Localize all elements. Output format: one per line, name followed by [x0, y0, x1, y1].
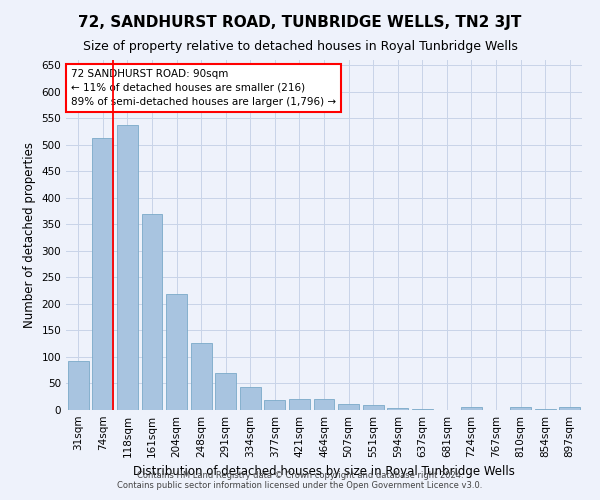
- Bar: [461, 407, 482, 410]
- Bar: [92, 138, 113, 410]
- Bar: [142, 214, 163, 410]
- Bar: [191, 343, 212, 410]
- Text: 72 SANDHURST ROAD: 90sqm
← 11% of detached houses are smaller (216)
89% of semi-: 72 SANDHURST ROAD: 90sqm ← 11% of detach…: [71, 69, 336, 107]
- Bar: [166, 294, 187, 410]
- Bar: [338, 404, 359, 410]
- Bar: [240, 387, 261, 410]
- Text: Contains HM Land Registry data © Crown copyright and database right 2024.
Contai: Contains HM Land Registry data © Crown c…: [118, 470, 482, 490]
- Bar: [68, 360, 89, 410]
- X-axis label: Distribution of detached houses by size in Royal Tunbridge Wells: Distribution of detached houses by size …: [133, 466, 515, 478]
- Bar: [117, 125, 138, 410]
- Bar: [362, 404, 383, 410]
- Bar: [215, 373, 236, 410]
- Bar: [265, 400, 286, 410]
- Text: Size of property relative to detached houses in Royal Tunbridge Wells: Size of property relative to detached ho…: [83, 40, 517, 53]
- Y-axis label: Number of detached properties: Number of detached properties: [23, 142, 36, 328]
- Bar: [559, 407, 580, 410]
- Text: 72, SANDHURST ROAD, TUNBRIDGE WELLS, TN2 3JT: 72, SANDHURST ROAD, TUNBRIDGE WELLS, TN2…: [79, 15, 521, 30]
- Bar: [289, 399, 310, 410]
- Bar: [510, 407, 531, 410]
- Bar: [314, 399, 334, 410]
- Bar: [387, 408, 408, 410]
